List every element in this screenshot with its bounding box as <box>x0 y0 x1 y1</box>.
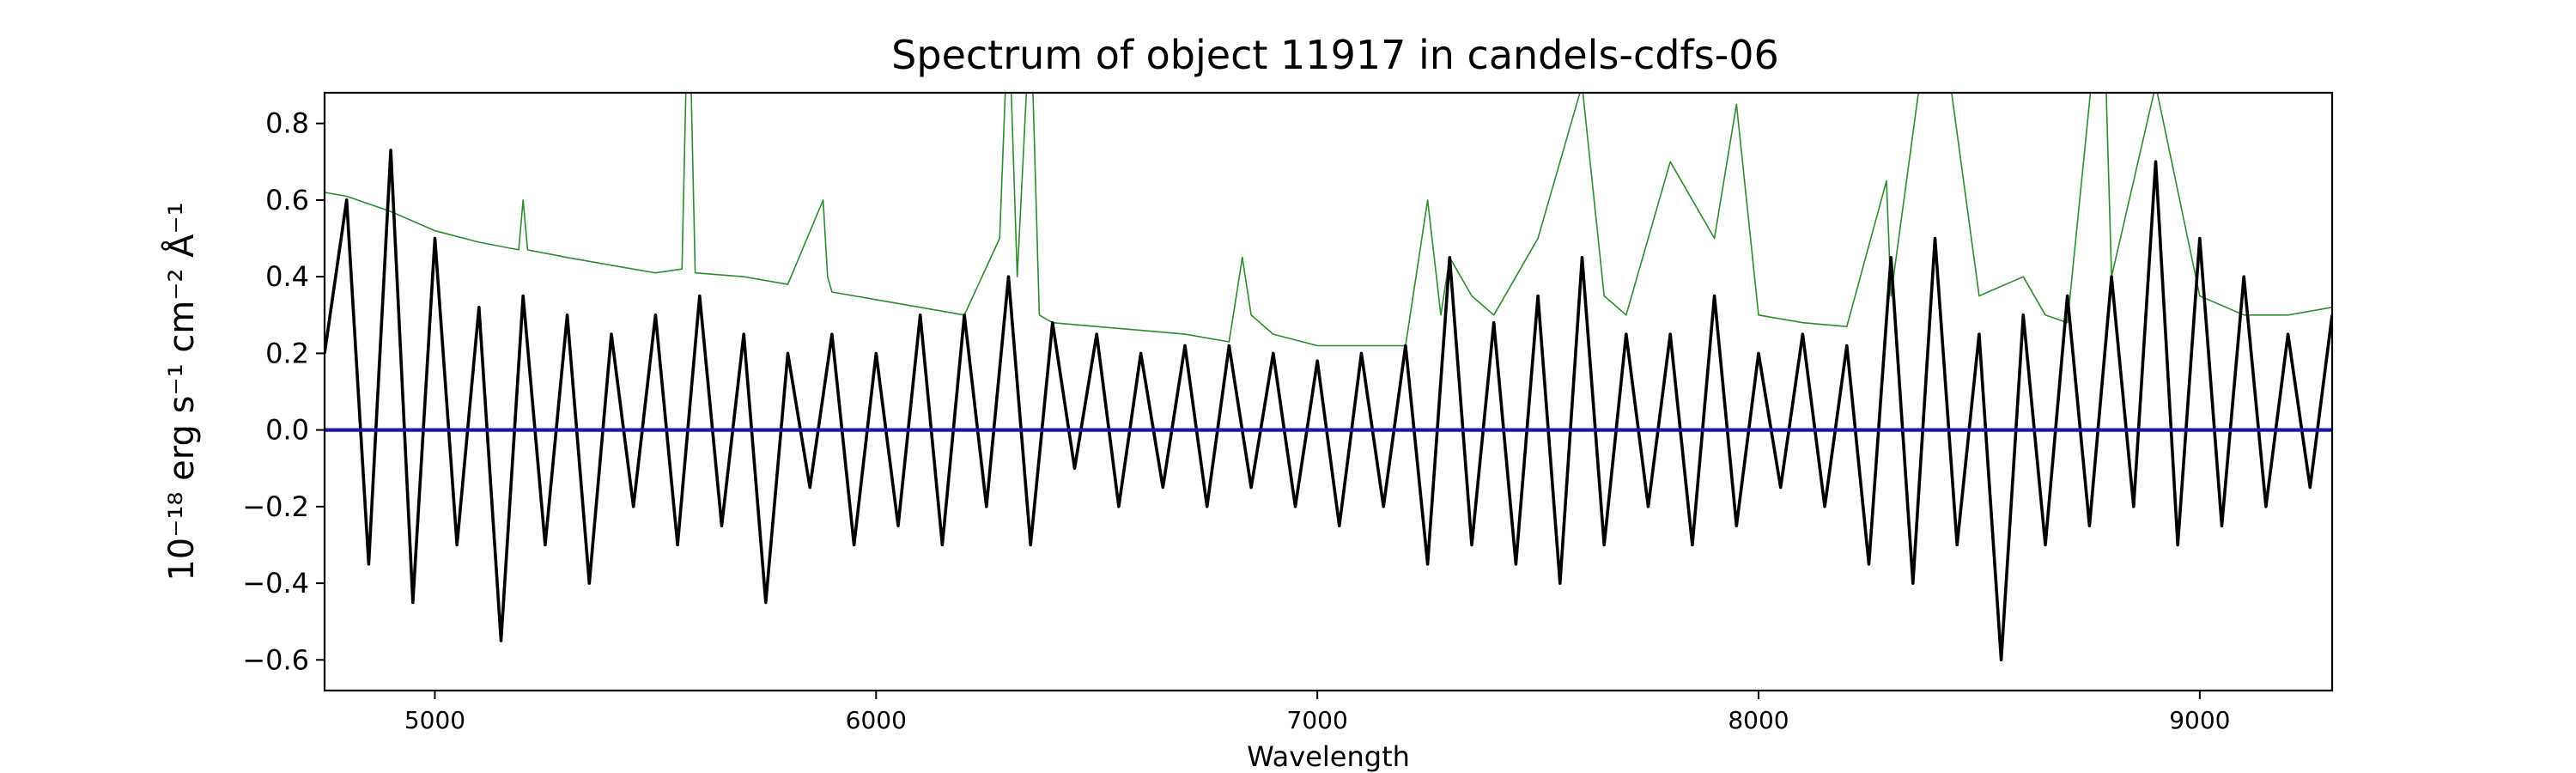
y-tick-label: 0.8 <box>265 107 309 140</box>
series-line-0 <box>325 93 2332 347</box>
x-axis-label: Wavelength <box>1247 740 1410 773</box>
series-line-1 <box>325 149 2332 662</box>
y-tick-label: −0.2 <box>242 490 309 523</box>
x-tick-label: 6000 <box>846 706 907 734</box>
plot-area <box>325 93 2332 662</box>
chart-title: Spectrum of object 11917 in candels-cdfs… <box>891 32 1779 78</box>
x-tick-label: 9000 <box>2169 706 2230 734</box>
y-tick-label: −0.6 <box>242 643 309 676</box>
x-tick-label: 7000 <box>1287 706 1348 734</box>
y-tick-label: −0.4 <box>242 567 309 600</box>
x-axis: 5000 6000 7000 8000 9000 <box>404 691 2230 734</box>
y-tick-label: 0.0 <box>265 414 309 447</box>
x-tick-label: 5000 <box>404 706 465 734</box>
y-tick-label: 0.2 <box>265 337 309 369</box>
y-axis: −0.6 −0.4 −0.2 0.0 0.2 0.4 0.6 0.8 <box>242 107 325 676</box>
plot-frame <box>323 91 2334 692</box>
y-tick-label: 0.6 <box>265 184 309 216</box>
y-tick-label: 0.4 <box>265 260 309 293</box>
y-axis-label: 10⁻¹⁸ erg s⁻¹ cm⁻² Å⁻¹ <box>161 202 202 581</box>
x-tick-label: 8000 <box>1728 706 1789 734</box>
